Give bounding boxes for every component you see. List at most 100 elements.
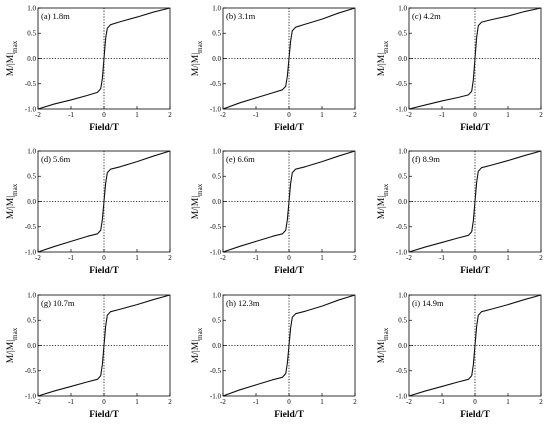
y-tick-label: -0.5	[25, 223, 37, 231]
panel-label: (h) 12.3m	[226, 298, 260, 308]
magnetization-curve	[408, 150, 542, 253]
y-tick-label: 1.0	[27, 291, 36, 299]
y-tick-label: 1.0	[212, 4, 221, 12]
y-tick-label: -1.0	[25, 392, 37, 400]
y-tick-label: 0.0	[398, 198, 407, 206]
chart-panel-7: -2 -1 0 1 2 -1.0 -0.5 0.0 0.5 1.0 (g) 10.7m Field/T…	[6, 291, 172, 420]
x-tick-label: -2	[35, 111, 41, 119]
x-tick-label: -2	[220, 398, 226, 406]
y-tick-label: 0.0	[27, 342, 36, 350]
y-tick-label: -1.0	[396, 392, 408, 400]
x-tick-label: 1	[506, 111, 510, 119]
y-axis-title-main: M/|M|	[377, 196, 387, 219]
x-tick-label: 1	[135, 398, 139, 406]
y-tick-label: 0.0	[27, 55, 36, 63]
x-tick-label: 1	[506, 254, 510, 262]
x-tick-label: -1	[68, 111, 74, 119]
chart-panel-8: -2 -1 0 1 2 -1.0 -0.5 0.0 0.5 1.0 (h) 12.3m Field/T…	[191, 291, 357, 420]
x-tick-label: 2	[353, 111, 357, 119]
panel-label: (d) 5.6m	[41, 154, 71, 164]
panel-label: (b) 3.1m	[226, 11, 256, 21]
y-tick-label: 0.5	[398, 173, 407, 181]
x-tick-label: 2	[539, 254, 543, 262]
y-axis-title: M/|M|max	[377, 183, 390, 219]
y-axis-title-main: M/|M|	[377, 53, 387, 76]
y-axis-title-main: M/|M|	[377, 340, 387, 363]
x-tick-label: 1	[135, 254, 139, 262]
y-axis-title-subscript: max	[382, 183, 390, 196]
y-tick-label: -1.0	[396, 248, 408, 256]
x-tick-label: 1	[320, 111, 324, 119]
x-tick-label: 0	[102, 111, 106, 119]
y-tick-label: -0.5	[396, 223, 408, 231]
panel-label: (a) 1.8m	[41, 11, 70, 21]
chart-panel-6: -2 -1 0 1 2 -1.0 -0.5 0.0 0.5 1.0 (f) 8.9m Field/T M…	[377, 147, 543, 276]
y-axis-title-subscript: max	[196, 183, 204, 196]
magnetization-curve	[222, 150, 356, 253]
x-tick-label: 0	[287, 398, 291, 406]
panel-label: (f) 8.9m	[412, 154, 440, 164]
magnetization-curve	[37, 7, 171, 110]
y-tick-label: 1.0	[212, 291, 221, 299]
y-tick-label: 0.0	[27, 198, 36, 206]
x-tick-label: 1	[506, 398, 510, 406]
magnetization-curve	[408, 294, 542, 397]
x-tick-label: 2	[353, 254, 357, 262]
y-tick-label: 0.5	[398, 317, 407, 325]
y-axis-title: M/|M|max	[191, 40, 204, 76]
y-tick-label: -0.5	[396, 367, 408, 375]
y-tick-label: 0.5	[212, 317, 221, 325]
magnetization-curve	[222, 294, 356, 397]
y-axis-title: M/|M|max	[191, 183, 204, 219]
y-tick-label: -1.0	[25, 105, 37, 113]
y-tick-label: 0.5	[27, 30, 36, 38]
chart-panel-9: -2 -1 0 1 2 -1.0 -0.5 0.0 0.5 1.0 (i) 14.9m Field/T…	[377, 291, 543, 420]
y-axis-title: M/|M|max	[377, 327, 390, 363]
panel-label: (i) 14.9m	[412, 298, 444, 308]
magnetization-curve	[222, 7, 356, 110]
x-tick-label: 0	[287, 111, 291, 119]
chart-panel-1: -2 -1 0 1 2 -1.0 -0.5 0.0 0.5 1.0 (a) 1.8m Field/T M…	[6, 4, 172, 133]
x-tick-label: -1	[68, 254, 74, 262]
y-tick-label: 1.0	[27, 147, 36, 155]
x-tick-label: 1	[320, 254, 324, 262]
y-tick-label: 0.0	[398, 55, 407, 63]
y-axis-title-main: M/|M|	[6, 53, 16, 76]
magnetization-curve	[37, 294, 171, 397]
x-tick-label: -2	[220, 254, 226, 262]
y-tick-label: 1.0	[398, 147, 407, 155]
panel-label: (c) 4.2m	[412, 11, 441, 21]
x-tick-label: 2	[168, 398, 172, 406]
x-tick-label: 0	[287, 254, 291, 262]
y-tick-label: 1.0	[27, 4, 36, 12]
y-axis-title-subscript: max	[11, 327, 19, 340]
y-tick-label: 0.5	[27, 173, 36, 181]
y-tick-label: 0.0	[398, 342, 407, 350]
y-axis-title-subscript: max	[196, 327, 204, 340]
x-tick-label: -1	[253, 111, 259, 119]
y-tick-label: 1.0	[212, 147, 221, 155]
panel-label: (g) 10.7m	[41, 298, 75, 308]
x-axis-title: Field/T	[89, 266, 119, 276]
y-axis-title-subscript: max	[11, 40, 19, 53]
y-axis-title-subscript: max	[11, 183, 19, 196]
y-tick-label: -0.5	[25, 80, 37, 88]
x-axis-title: Field/T	[274, 266, 304, 276]
x-axis-title: Field/T	[274, 410, 304, 420]
x-tick-label: 2	[539, 398, 543, 406]
y-axis-title: M/|M|max	[6, 40, 19, 76]
magnetization-curve	[408, 7, 542, 110]
chart-panel-5: -2 -1 0 1 2 -1.0 -0.5 0.0 0.5 1.0 (e) 6.6m Field/T M…	[191, 147, 357, 276]
y-axis-title-main: M/|M|	[6, 340, 16, 363]
x-tick-label: 1	[135, 111, 139, 119]
y-tick-label: 0.0	[212, 342, 221, 350]
y-axis-title: M/|M|max	[377, 40, 390, 76]
x-tick-label: -1	[439, 254, 445, 262]
y-axis-title: M/|M|max	[6, 183, 19, 219]
y-axis-title-main: M/|M|	[6, 196, 16, 219]
y-axis-title-subscript: max	[196, 40, 204, 53]
y-tick-label: 1.0	[398, 4, 407, 12]
y-axis-title: M/|M|max	[6, 327, 19, 363]
x-tick-label: -1	[68, 398, 74, 406]
